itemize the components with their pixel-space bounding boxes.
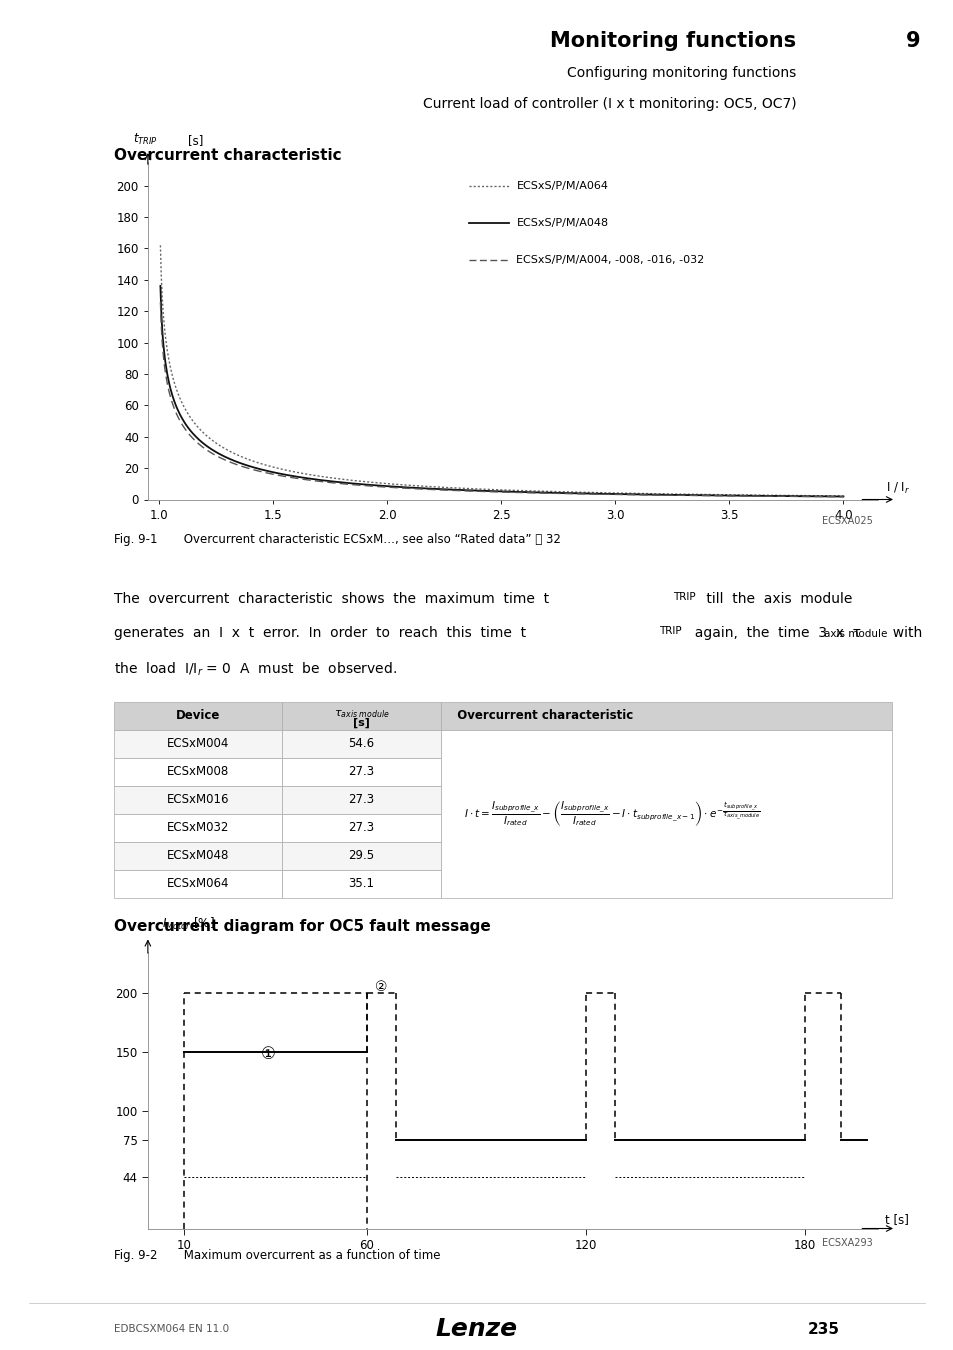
Text: ECSxM008: ECSxM008 — [167, 765, 229, 779]
Text: with: with — [883, 626, 922, 640]
Bar — [281, 757, 440, 786]
Bar — [114, 730, 281, 757]
Text: Overcurrent characteristic: Overcurrent characteristic — [448, 710, 633, 722]
Text: Overcurrent diagram for OC5 fault message: Overcurrent diagram for OC5 fault messag… — [114, 918, 491, 934]
Text: EDBCSXM064 EN 11.0: EDBCSXM064 EN 11.0 — [114, 1324, 230, 1335]
Text: [s]: [s] — [188, 134, 203, 147]
Bar — [281, 786, 440, 814]
Bar — [281, 730, 440, 757]
Text: $\tau_{axis\ module}$: $\tau_{axis\ module}$ — [334, 709, 389, 721]
Text: Overcurrent characteristic: Overcurrent characteristic — [114, 147, 342, 163]
Text: ECSXA293: ECSXA293 — [821, 1238, 872, 1247]
Text: till  the  axis  module: till the axis module — [700, 593, 851, 606]
Text: 27.3: 27.3 — [348, 821, 374, 834]
Text: ①: ① — [260, 1045, 275, 1064]
Text: the  load  I/I$_r$ = 0  A  must  be  observed.: the load I/I$_r$ = 0 A must be observed. — [114, 660, 397, 678]
Text: ECSxM048: ECSxM048 — [167, 849, 229, 863]
Bar — [114, 814, 281, 842]
Text: again,  the  time  3  x  τ: again, the time 3 x τ — [685, 626, 860, 640]
Text: The  overcurrent  characteristic  shows  the  maximum  time  t: The overcurrent characteristic shows the… — [114, 593, 549, 606]
Text: TRIP: TRIP — [658, 626, 680, 636]
Text: $I \cdot t = \dfrac{I_{subprofile\_x}}{I_{rated}} - \left(\dfrac{I_{subprofile\_: $I \cdot t = \dfrac{I_{subprofile\_x}}{I… — [464, 799, 760, 829]
Bar — [114, 786, 281, 814]
Text: Configuring monitoring functions: Configuring monitoring functions — [567, 66, 796, 81]
Text: 235: 235 — [806, 1322, 839, 1336]
Bar — [281, 869, 440, 898]
Text: Lenze: Lenze — [436, 1318, 517, 1342]
Text: axis module: axis module — [822, 629, 886, 640]
Bar — [281, 702, 440, 730]
Text: Fig. 9-1       Overcurrent characteristic ECSxM…, see also “Rated data” ⬜ 32: Fig. 9-1 Overcurrent characteristic ECSx… — [114, 533, 560, 547]
Bar — [114, 842, 281, 869]
Text: ECSxM016: ECSxM016 — [167, 794, 229, 806]
Text: 27.3: 27.3 — [348, 765, 374, 779]
Text: ECSxM004: ECSxM004 — [167, 737, 229, 751]
Text: ECSxS/P/M/A004, -008, -016, -032: ECSxS/P/M/A004, -008, -016, -032 — [516, 255, 704, 265]
Bar — [114, 757, 281, 786]
Text: t [s]: t [s] — [884, 1212, 908, 1226]
Text: I / I$_r$: I / I$_r$ — [885, 481, 910, 497]
Text: ②: ② — [375, 980, 387, 994]
Bar — [440, 702, 891, 730]
Text: 9: 9 — [905, 31, 920, 51]
Text: Fig. 9-2       Maximum overcurrent as a function of time: Fig. 9-2 Maximum overcurrent as a functi… — [114, 1249, 440, 1262]
Text: ECSxS/P/M/A048: ECSxS/P/M/A048 — [516, 217, 608, 228]
Text: 29.5: 29.5 — [348, 849, 374, 863]
Text: $I_{Motor}$ [%]: $I_{Motor}$ [%] — [162, 917, 215, 933]
Text: $t_{TRIP}$: $t_{TRIP}$ — [133, 132, 158, 147]
Text: ECSxM064: ECSxM064 — [167, 878, 229, 890]
Text: 27.3: 27.3 — [348, 794, 374, 806]
Bar — [114, 869, 281, 898]
Text: ECSxS/P/M/A064: ECSxS/P/M/A064 — [516, 181, 608, 190]
Text: ECSXA025: ECSXA025 — [821, 516, 872, 525]
Text: ECSxM032: ECSxM032 — [167, 821, 229, 834]
Bar — [281, 814, 440, 842]
Bar — [281, 842, 440, 869]
Text: Device: Device — [175, 710, 220, 722]
Text: [s]: [s] — [353, 718, 370, 728]
Text: Current load of controller (I x t monitoring: OC5, OC7): Current load of controller (I x t monito… — [422, 97, 796, 112]
Text: Monitoring functions: Monitoring functions — [550, 31, 796, 51]
Text: TRIP: TRIP — [672, 593, 695, 602]
Text: 35.1: 35.1 — [348, 878, 374, 890]
Text: 54.6: 54.6 — [348, 737, 374, 751]
Bar — [114, 702, 281, 730]
Text: generates  an  I  x  t  error.  In  order  to  reach  this  time  t: generates an I x t error. In order to re… — [114, 626, 526, 640]
Bar — [440, 730, 891, 898]
